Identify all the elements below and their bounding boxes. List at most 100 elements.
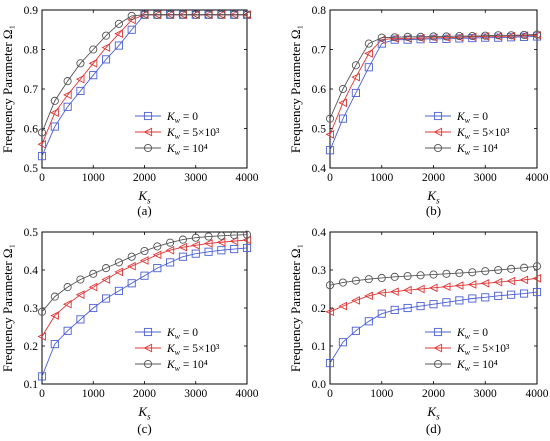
data-point-16 [242, 243, 252, 253]
y-axis-label: Frequency Parameter Ω₁ [0, 244, 15, 372]
data-point-0 [325, 281, 335, 290]
data-point-6 [403, 303, 412, 313]
data-point-14 [506, 276, 516, 286]
data-point-3 [75, 74, 85, 84]
data-point-1 [50, 108, 59, 118]
data-point-2 [351, 296, 360, 305]
data-point-13 [493, 277, 503, 287]
data-point-3 [364, 49, 373, 58]
series-2 [37, 235, 252, 341]
series-line [41, 239, 248, 337]
data-point-9 [442, 298, 451, 307]
data-point-legend [143, 111, 153, 121]
data-point-8 [429, 300, 438, 309]
data-point-14 [507, 264, 516, 273]
data-point-3 [76, 59, 85, 68]
data-point-6 [114, 258, 123, 267]
y-tick-label: 0.8 [24, 45, 39, 57]
data-point-7 [127, 252, 136, 261]
data-point-legend [143, 327, 153, 337]
y-tick-label: 0.5 [312, 124, 327, 136]
data-point-3 [364, 275, 373, 284]
data-point-3 [76, 86, 85, 96]
data-point-10 [455, 32, 464, 41]
legend-label: Kw = 5×10³ [166, 343, 220, 357]
data-point-0 [37, 372, 47, 381]
data-point-5 [102, 55, 111, 64]
series-line [329, 277, 538, 313]
data-point-13 [494, 265, 503, 275]
data-point-4 [377, 273, 386, 283]
data-point-1 [50, 340, 59, 349]
data-point-legend [433, 359, 443, 369]
data-point-15 [229, 236, 239, 246]
data-point-15 [230, 245, 239, 254]
data-point-8 [429, 270, 438, 279]
data-point-3 [364, 317, 373, 326]
x-tick-label: 4000 [526, 388, 549, 400]
y-tick-label: 0.4 [24, 265, 39, 277]
data-point-6 [403, 272, 412, 281]
legend-label: Kw = 5×10³ [166, 127, 220, 141]
y-tick-label: 0.5 [24, 163, 39, 175]
data-point-8 [140, 271, 149, 280]
x-tick-label: 2000 [133, 388, 156, 400]
x-tick-label: 1000 [82, 388, 105, 400]
y-tick-label: 0.3 [312, 265, 327, 277]
data-point-0 [325, 359, 335, 368]
data-point-1 [338, 114, 347, 123]
data-point-13 [204, 247, 213, 256]
y-tick-label: 0.1 [312, 341, 327, 353]
x-tick-label: 1000 [370, 388, 393, 400]
data-point-12 [191, 240, 200, 250]
data-point-12 [481, 293, 490, 302]
data-point-9 [442, 32, 451, 41]
y-tick-label: 0.0 [312, 379, 327, 391]
series-line [41, 247, 248, 377]
panel-label: (b) [426, 203, 441, 218]
data-point-legend [433, 327, 443, 337]
y-tick-label: 0.4 [312, 227, 327, 239]
data-point-9 [441, 282, 451, 292]
data-point-10 [166, 238, 175, 247]
data-point-6 [114, 286, 123, 295]
data-point-6 [114, 267, 123, 277]
data-point-11 [178, 10, 187, 19]
data-point-1 [338, 338, 347, 347]
data-point-11 [468, 294, 477, 303]
data-point-4 [89, 71, 98, 80]
data-point-7 [127, 25, 136, 34]
data-point-2 [63, 102, 72, 111]
plot-frame [41, 231, 248, 385]
series-line [329, 265, 538, 286]
data-point-13 [494, 31, 503, 40]
legend-label: Kw = 0 [456, 327, 488, 341]
data-point-10 [455, 296, 464, 305]
data-point-11 [468, 268, 477, 277]
legend-label: Kw = 10⁴ [166, 359, 208, 373]
data-point-0 [325, 146, 335, 155]
panel-label: (c) [137, 421, 151, 436]
data-point-1 [338, 278, 347, 287]
y-tick-label: 0.4 [312, 163, 327, 175]
series-3 [325, 30, 542, 123]
data-point-4 [89, 303, 98, 313]
data-point-11 [178, 242, 187, 252]
data-point-15 [520, 263, 529, 272]
x-tick-label: 0 [327, 388, 333, 400]
legend-label: Kw = 0 [166, 111, 198, 125]
data-point-8 [140, 246, 149, 256]
series-line [41, 234, 248, 313]
chart-panel-3: 0 1000 2000 3000 4000 0.1 0.2 0.3 0.4 0.5 Ks Freque… [0, 227, 259, 436]
data-point-12 [191, 233, 200, 242]
data-point-12 [481, 267, 490, 276]
data-point-3 [76, 275, 85, 284]
y-tick-label: 0.9 [24, 5, 39, 17]
data-point-0 [325, 130, 335, 139]
data-point-1 [50, 311, 59, 320]
data-point-7 [127, 11, 136, 20]
data-point-5 [102, 31, 111, 40]
data-point-4 [88, 282, 98, 292]
x-tick-label: 3000 [184, 388, 207, 400]
